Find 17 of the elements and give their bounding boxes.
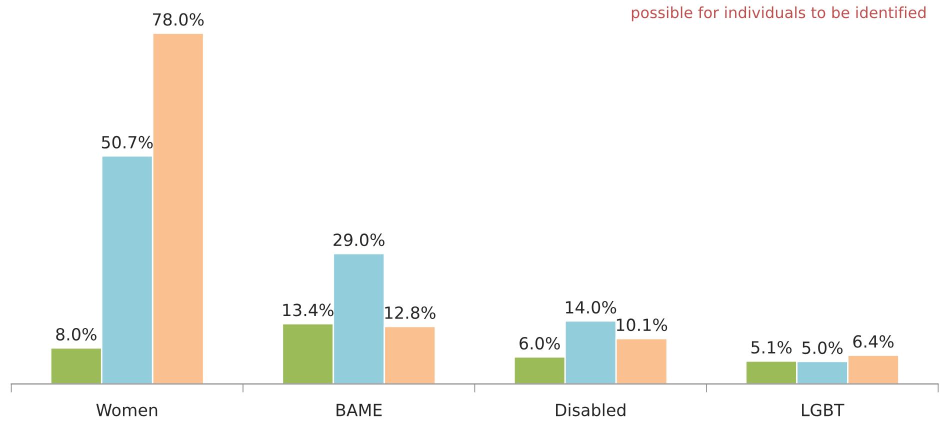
- x-tick-label: BAME: [336, 404, 382, 416]
- data-label: 6.4%: [853, 335, 894, 348]
- text: possible for individuals to be identified: [632, 6, 926, 22]
- data-label: 29.0%: [334, 234, 384, 246]
- data-label: 14.0%: [566, 300, 616, 314]
- data-label: 50.7%: [102, 136, 153, 149]
- x-tick-label: LGBT: [802, 404, 844, 416]
- data-label: 12.8%: [385, 306, 436, 319]
- x-tick-label: Women: [96, 404, 158, 416]
- data-label: 5.0%: [802, 341, 843, 354]
- data-label: 13.4%: [283, 304, 334, 316]
- data-label: 5.1%: [751, 341, 792, 354]
- data-label: 6.0%: [520, 336, 560, 350]
- x-tick-label: Disabled: [556, 403, 626, 416]
- data-label: 78.0%: [153, 13, 204, 26]
- data-label: 8.0%: [56, 328, 96, 341]
- data-label: 10.1%: [616, 318, 668, 332]
